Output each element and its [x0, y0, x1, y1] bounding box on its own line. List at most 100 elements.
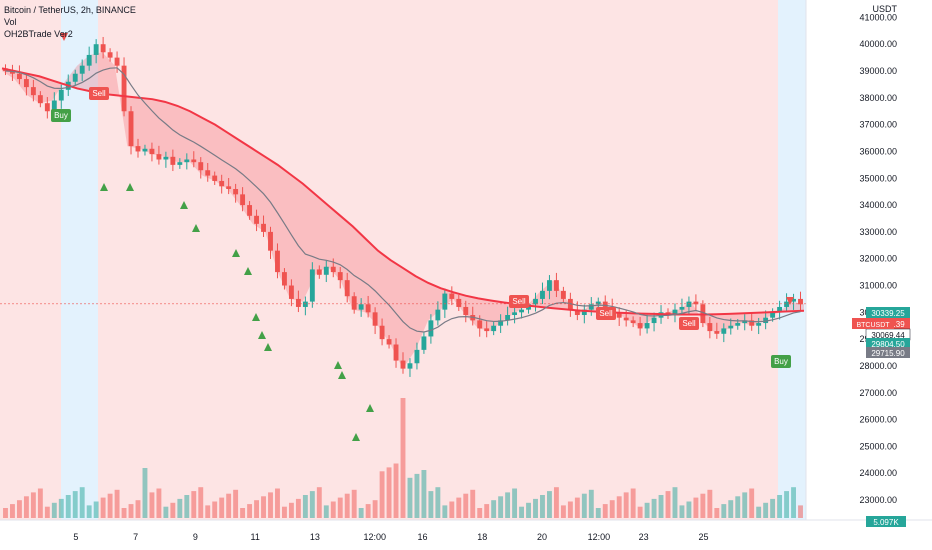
- volume-bar: [749, 488, 755, 518]
- volume-bar: [784, 491, 790, 518]
- indicator-oh2btrade[interactable]: OH2BTrade Ver2: [4, 29, 73, 39]
- volume-bar: [344, 493, 350, 518]
- candle-body: [505, 315, 511, 321]
- candle-body: [456, 298, 462, 307]
- volume-bar: [330, 501, 336, 518]
- candle-body: [58, 89, 64, 101]
- x-tick-label: 18: [477, 532, 487, 542]
- buy-zone-bg: [778, 0, 806, 520]
- candle-body: [777, 306, 783, 313]
- candle-body: [37, 95, 43, 104]
- volume-bar: [149, 492, 155, 518]
- candle-body: [414, 349, 420, 364]
- candle-body: [498, 320, 504, 326]
- candle-body: [756, 323, 762, 326]
- candle-body: [574, 309, 580, 316]
- volume-bar: [505, 492, 511, 518]
- candle-body: [16, 73, 22, 80]
- volume-bar: [302, 495, 308, 518]
- volume-bar: [170, 502, 176, 518]
- y-tick-label: 25000.00: [859, 441, 897, 451]
- slow-line: [5, 67, 801, 333]
- volume-bar: [128, 504, 134, 518]
- price-label-text: 30339.25: [871, 309, 905, 318]
- x-tick-label: 11: [251, 532, 260, 542]
- sell-signal-badge: [509, 295, 529, 308]
- volume-bar: [254, 500, 259, 518]
- volume-bar: [163, 506, 169, 518]
- volume-bar: [533, 498, 538, 518]
- candle-body: [735, 323, 741, 326]
- volume-bar: [623, 492, 629, 518]
- candle-body: [714, 331, 720, 334]
- volume-bar: [630, 488, 636, 518]
- volume-bar: [23, 496, 29, 518]
- signal-label: Sell: [599, 309, 613, 318]
- x-tick-label: 16: [418, 532, 428, 542]
- volume-bar: [198, 487, 204, 518]
- triangle-up-icon: [366, 404, 374, 412]
- volume-bar: [261, 496, 266, 518]
- y-tick-label: 41000.00: [859, 12, 897, 22]
- candle-body: [163, 156, 169, 160]
- candle-body: [288, 285, 294, 299]
- volume-bar: [721, 504, 727, 518]
- volume-bar: [212, 501, 218, 518]
- buy-signal-badge: [51, 109, 71, 122]
- candle-body: [560, 290, 566, 299]
- volume-bar: [184, 495, 190, 518]
- candle-body: [79, 65, 85, 74]
- y-tick-label: 23000.00: [859, 495, 897, 505]
- volume-bar: [595, 508, 601, 518]
- volume-bar: [658, 495, 664, 518]
- volume-bar: [651, 498, 657, 518]
- candle-body: [386, 339, 392, 345]
- candle-body: [316, 269, 322, 275]
- candle-body: [784, 301, 790, 307]
- buy-signal-badge: [771, 355, 791, 368]
- candle-body: [44, 103, 50, 112]
- candle-body: [156, 154, 162, 160]
- candle-body: [295, 298, 301, 307]
- volume-bar: [574, 497, 580, 518]
- candle-body: [107, 52, 113, 58]
- price-label-box: [866, 347, 910, 358]
- candle-body: [763, 317, 769, 324]
- candle-body: [728, 325, 734, 329]
- candle-body: [512, 312, 518, 316]
- candle-body: [254, 215, 259, 224]
- volume-bar: [498, 496, 504, 518]
- signal-background: [0, 0, 806, 520]
- candle-body: [742, 320, 748, 324]
- volume-bar: [644, 502, 650, 518]
- volume-bar: [51, 502, 57, 518]
- candle-body: [449, 293, 455, 299]
- triangle-up-icon: [258, 331, 266, 339]
- y-tick-label: 40000.00: [859, 39, 897, 49]
- volume-bar: [679, 505, 685, 518]
- volume-bar: [463, 493, 469, 518]
- indicator-fills: [2, 52, 804, 369]
- candle-body: [302, 301, 308, 307]
- volume-bar: [672, 487, 678, 518]
- candle-body: [365, 304, 371, 313]
- candle-body: [170, 156, 176, 165]
- volume-bar: [735, 496, 741, 518]
- volume-bar: [742, 492, 748, 518]
- triangle-up-icon: [334, 361, 342, 369]
- candle-body: [379, 325, 385, 340]
- volume-bar: [191, 491, 197, 518]
- volume-bar: [372, 500, 378, 518]
- candle-body: [679, 306, 685, 310]
- price-label-text: 30069.44: [871, 331, 905, 340]
- volume-bar: [693, 497, 699, 518]
- candle-body: [637, 323, 643, 329]
- y-tick-label: 35000.00: [859, 173, 897, 183]
- indicator-vol[interactable]: Vol: [4, 17, 17, 27]
- y-tick-label: 36000.00: [859, 146, 897, 156]
- candle-body: [547, 280, 552, 291]
- candle-body: [553, 280, 559, 291]
- volume-bar: [526, 502, 531, 518]
- candle-body: [205, 170, 211, 176]
